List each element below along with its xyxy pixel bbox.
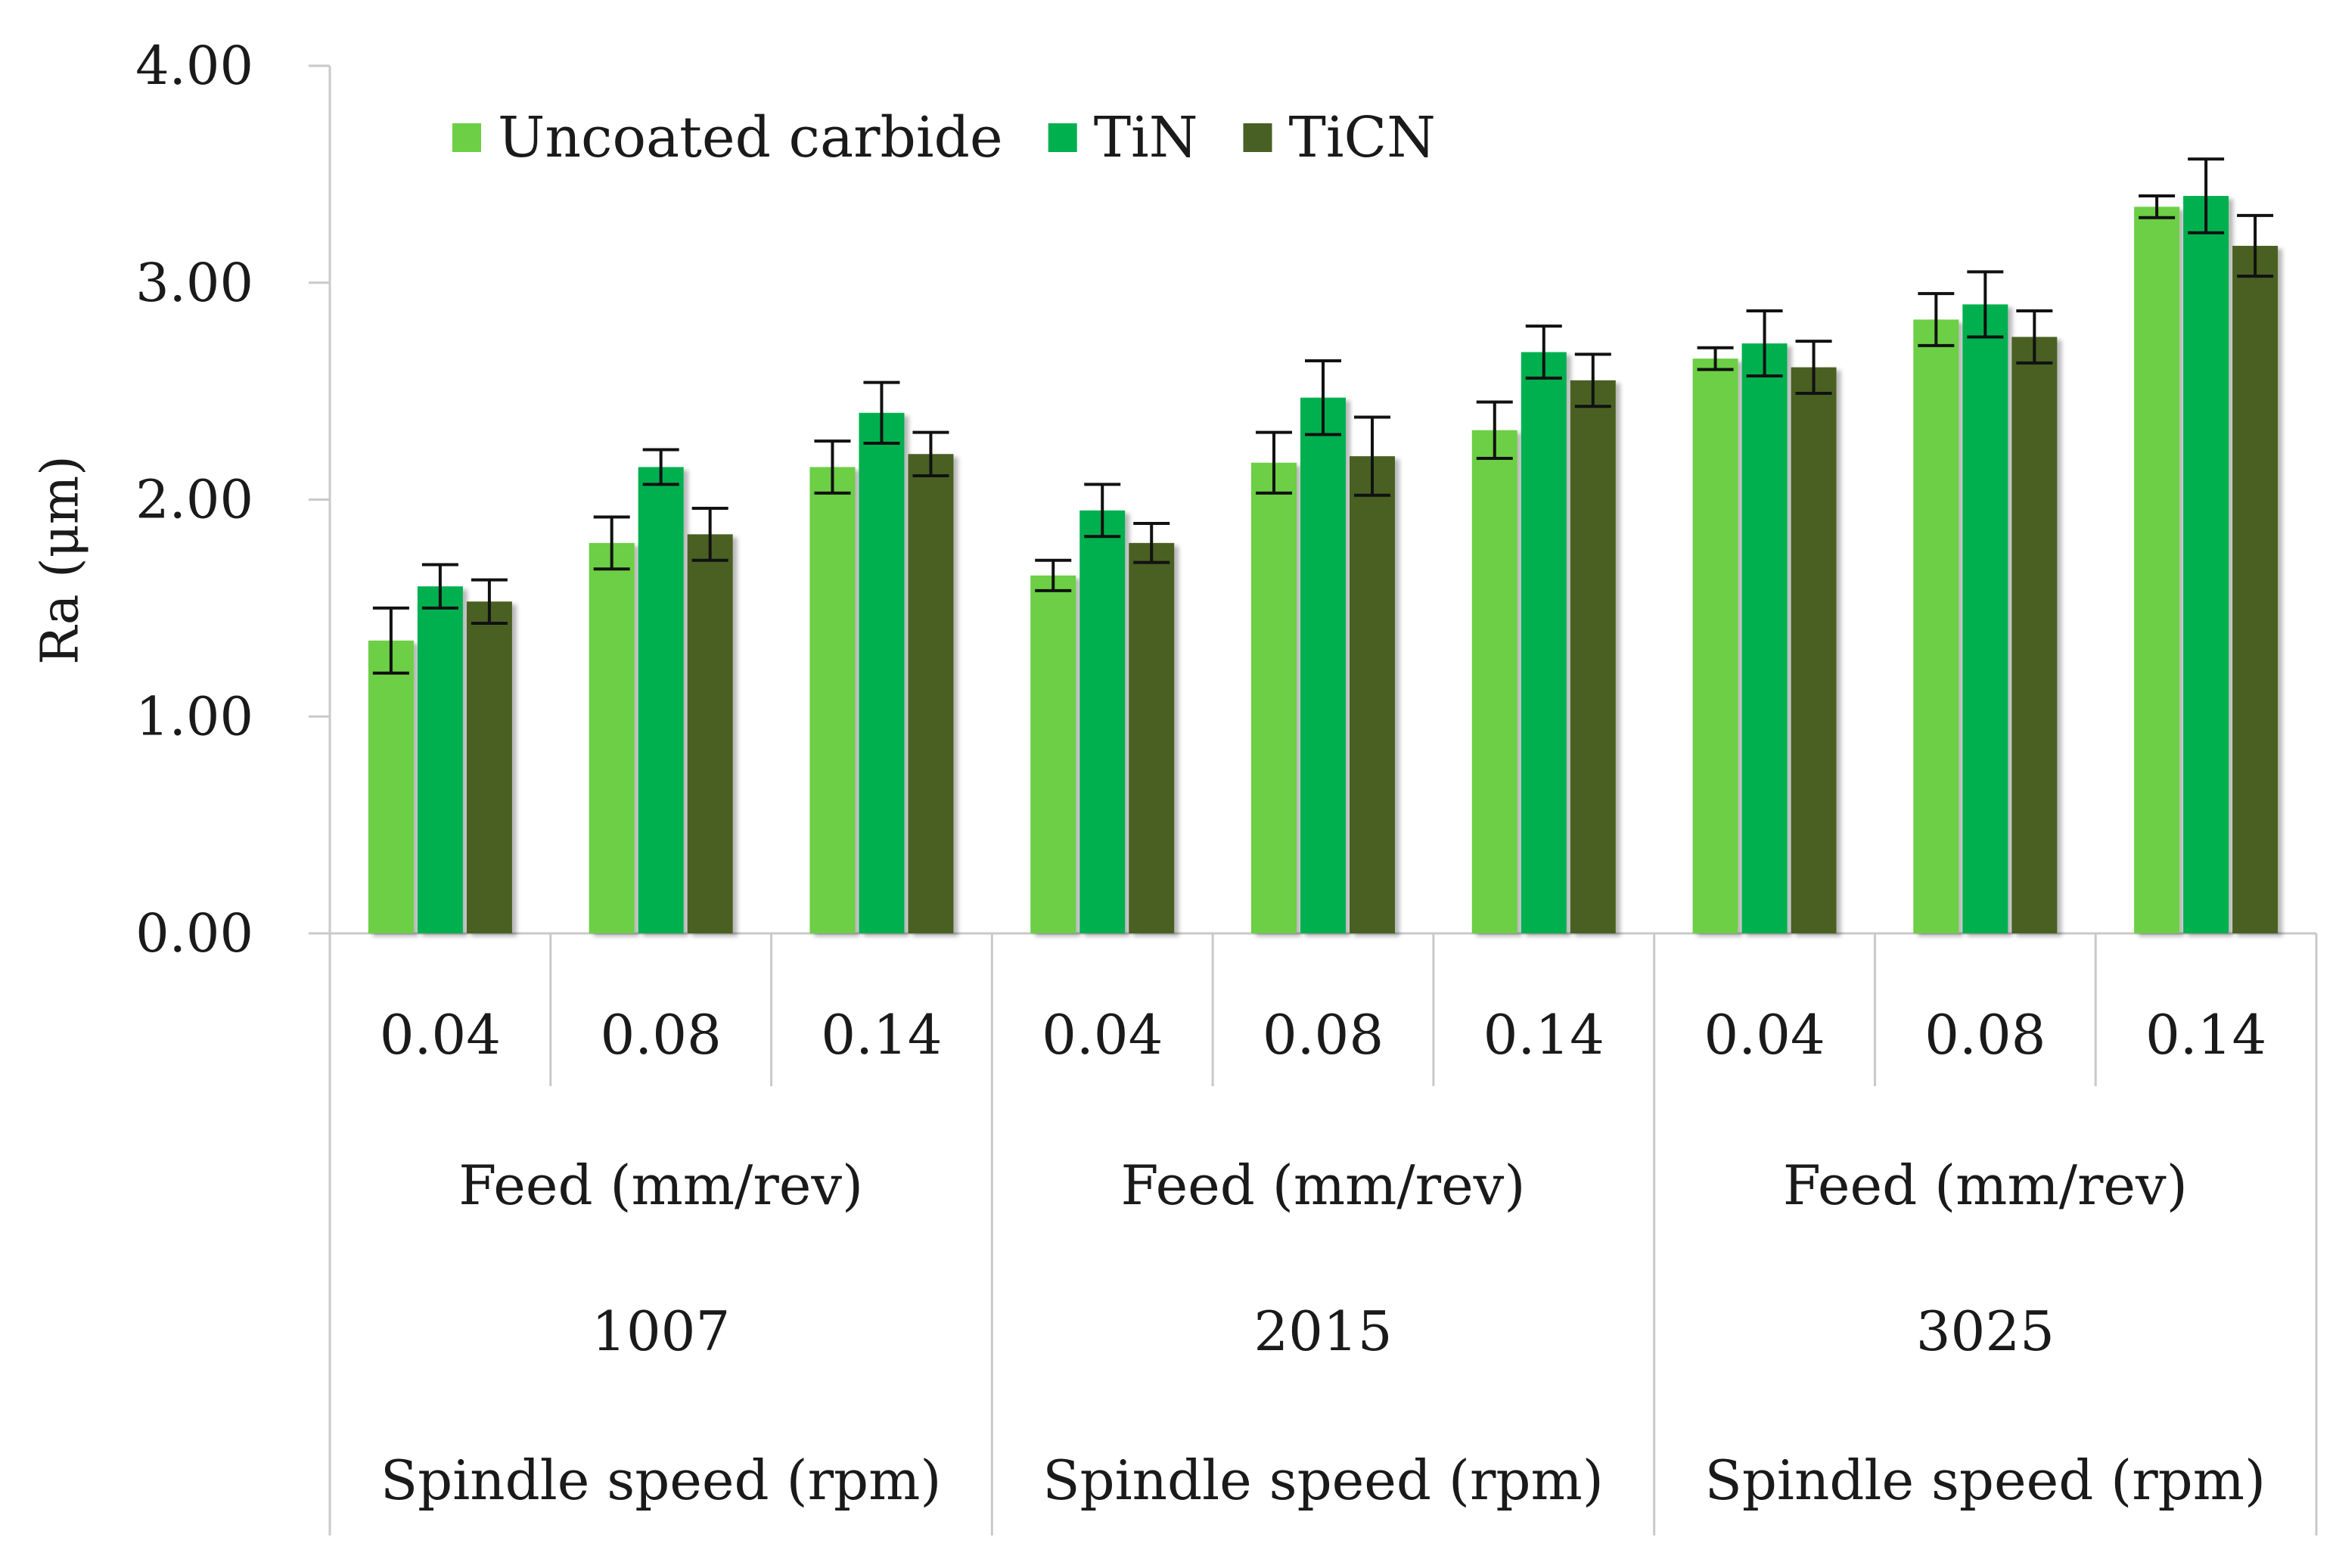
error-bar-ticn	[2237, 213, 2274, 278]
bar-uncoated-carbide	[368, 640, 414, 933]
legend-item-tin: TiN	[1048, 105, 1198, 170]
bar-ticn	[1129, 542, 1175, 933]
bar-uncoated-carbide	[1913, 319, 1959, 933]
error-bar-uncoated-carbide	[593, 515, 630, 571]
error-bar-tin	[1967, 270, 2004, 339]
bar-ticn	[1350, 456, 1395, 933]
feed-axis-label: Feed (mm/rev)	[458, 1153, 863, 1217]
error-bar-tin	[863, 380, 900, 445]
error-bar-ticn	[691, 506, 728, 562]
error-bar-ticn	[1354, 415, 1390, 497]
legend-label: TiN	[1094, 105, 1198, 170]
spindle-speed-value: 2015	[1253, 1299, 1392, 1363]
y-tick-label: 1.00	[135, 685, 253, 747]
bar-tin	[1300, 397, 1346, 933]
error-bar-ticn	[912, 430, 949, 477]
error-bar-ticn	[2016, 309, 2053, 365]
y-tick-label: 3.00	[135, 252, 253, 314]
error-bar-ticn	[471, 578, 508, 625]
spindle-speed-value: 3025	[1916, 1299, 2055, 1363]
error-bar-tin	[1746, 309, 1783, 378]
legend-item-uncoated-carbide: Uncoated carbide	[452, 105, 1003, 170]
legend-label: TiCN	[1288, 105, 1435, 170]
bar-tin	[1521, 352, 1567, 933]
spindle-speed-label: Spindle speed (rpm)	[1705, 1448, 2266, 1512]
error-bar-uncoated-carbide	[1035, 558, 1072, 592]
bar-tin	[1962, 304, 2008, 933]
error-bar-uncoated-carbide	[1476, 400, 1513, 461]
error-bar-uncoated-carbide	[372, 606, 409, 675]
x-category-label: 0.08	[601, 1003, 722, 1067]
bar-ticn	[2232, 246, 2279, 933]
error-bar-uncoated-carbide	[1918, 292, 1955, 347]
error-bar-tin	[1525, 324, 1562, 380]
spindle-speed-label: Spindle speed (rpm)	[381, 1448, 942, 1512]
feed-axis-label: Feed (mm/rev)	[1783, 1153, 2188, 1217]
bar-tin	[417, 586, 463, 933]
error-bar-tin	[1084, 483, 1121, 539]
legend-swatch	[452, 123, 481, 152]
bar-uncoated-carbide	[1251, 462, 1297, 933]
error-bar-ticn	[1574, 352, 1611, 408]
bar-uncoated-carbide	[2134, 206, 2180, 933]
bar-tin	[859, 412, 905, 933]
y-axis-title: Ra (μm)	[31, 455, 91, 665]
y-tick-label: 4.00	[135, 35, 253, 97]
bar-tin	[2183, 196, 2229, 933]
x-category-label: 0.04	[380, 1003, 501, 1067]
bar-uncoated-carbide	[589, 542, 635, 933]
error-bar-ticn	[1795, 340, 1832, 395]
bar-ticn	[1791, 367, 1837, 933]
spindle-speed-label: Spindle speed (rpm)	[1042, 1448, 1604, 1512]
bar-ticn	[908, 454, 954, 933]
error-bar-uncoated-carbide	[1697, 346, 1734, 371]
error-bar-tin	[421, 563, 458, 610]
bar-ticn	[687, 534, 733, 933]
legend-swatch	[1048, 123, 1077, 152]
error-bar-uncoated-carbide	[1256, 430, 1292, 495]
bar-uncoated-carbide	[809, 467, 856, 933]
bar-uncoated-carbide	[1471, 430, 1517, 933]
bar-ticn	[466, 601, 512, 933]
error-bar-uncoated-carbide	[2139, 194, 2176, 219]
x-category-label: 0.14	[1483, 1003, 1604, 1067]
error-bar-ticn	[1133, 522, 1170, 564]
error-bar-tin	[642, 448, 679, 486]
error-bar-uncoated-carbide	[814, 439, 851, 495]
legend-item-ticn: TiCN	[1243, 105, 1436, 170]
feed-axis-label: Feed (mm/rev)	[1121, 1153, 1526, 1217]
x-category-label: 0.08	[1263, 1003, 1384, 1067]
x-category-label: 0.08	[1924, 1003, 2046, 1067]
bar-uncoated-carbide	[1030, 575, 1076, 933]
y-tick-label: 0.00	[135, 902, 253, 964]
x-category-label: 0.04	[1042, 1003, 1163, 1067]
bar-tin	[638, 467, 684, 933]
spindle-speed-value: 1007	[592, 1299, 730, 1363]
x-category-label: 0.04	[1704, 1003, 1825, 1067]
bar-tin	[1741, 343, 1788, 933]
y-tick-label: 2.00	[135, 469, 253, 531]
x-category-label: 0.14	[2145, 1003, 2266, 1067]
error-bar-tin	[1305, 359, 1341, 436]
x-category-label: 0.14	[821, 1003, 942, 1067]
legend-swatch	[1243, 123, 1272, 152]
bar-uncoated-carbide	[1692, 359, 1738, 933]
bar-tin	[1079, 510, 1126, 933]
error-bar-tin	[2188, 157, 2225, 234]
legend-label: Uncoated carbide	[498, 105, 1003, 170]
bar-ticn	[2011, 337, 2058, 933]
bar-ticn	[1570, 380, 1616, 934]
